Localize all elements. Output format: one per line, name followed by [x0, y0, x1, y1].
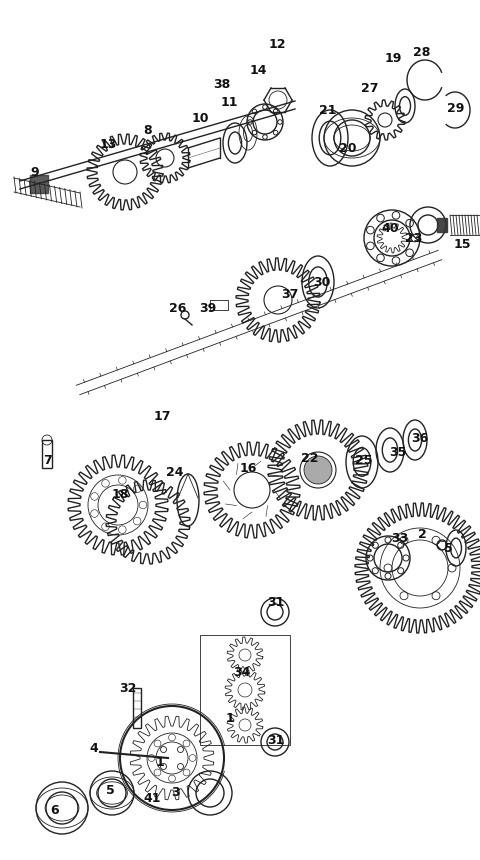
Text: 25: 25 — [355, 453, 373, 466]
Text: 31: 31 — [267, 734, 285, 746]
Text: 12: 12 — [268, 38, 286, 51]
Text: 27: 27 — [361, 82, 379, 95]
Text: 38: 38 — [214, 78, 230, 91]
Text: 17: 17 — [153, 409, 171, 422]
Text: 1: 1 — [226, 711, 234, 724]
Text: 29: 29 — [447, 101, 465, 114]
Bar — [437, 218, 447, 232]
Text: 37: 37 — [281, 288, 299, 302]
Text: 5: 5 — [106, 783, 114, 796]
Text: 8: 8 — [144, 124, 152, 137]
Text: 1: 1 — [156, 755, 164, 769]
Text: 30: 30 — [313, 275, 331, 288]
Text: 28: 28 — [413, 46, 431, 58]
Text: 6: 6 — [51, 803, 60, 816]
Text: 5: 5 — [444, 542, 452, 555]
Text: 35: 35 — [389, 445, 407, 458]
Text: 10: 10 — [191, 112, 209, 125]
Text: 32: 32 — [120, 681, 137, 695]
Text: 41: 41 — [143, 791, 161, 804]
Text: 31: 31 — [267, 595, 285, 609]
Text: 14: 14 — [249, 64, 267, 77]
Text: 9: 9 — [31, 167, 39, 180]
Text: 21: 21 — [319, 103, 337, 116]
Text: 11: 11 — [220, 95, 238, 108]
Text: 7: 7 — [44, 453, 52, 466]
Text: 33: 33 — [391, 531, 408, 544]
Text: 20: 20 — [339, 142, 357, 155]
Text: 22: 22 — [301, 452, 319, 464]
Text: 23: 23 — [405, 231, 423, 244]
Text: 39: 39 — [199, 302, 216, 315]
Text: 16: 16 — [240, 462, 257, 475]
Bar — [42, 440, 52, 468]
Text: 24: 24 — [166, 466, 184, 480]
Bar — [200, 635, 290, 745]
Text: 3: 3 — [171, 787, 180, 800]
Text: 19: 19 — [384, 52, 402, 64]
Text: 2: 2 — [418, 529, 426, 542]
Text: 13: 13 — [99, 138, 117, 151]
Text: 40: 40 — [381, 222, 399, 235]
Text: 26: 26 — [169, 302, 187, 315]
Text: 36: 36 — [411, 432, 429, 445]
Text: 15: 15 — [453, 238, 471, 251]
Bar — [133, 688, 141, 728]
Circle shape — [304, 456, 332, 484]
Bar — [30, 175, 48, 193]
Text: 4: 4 — [90, 741, 98, 754]
Text: 34: 34 — [233, 666, 251, 679]
Text: 18: 18 — [111, 488, 129, 501]
